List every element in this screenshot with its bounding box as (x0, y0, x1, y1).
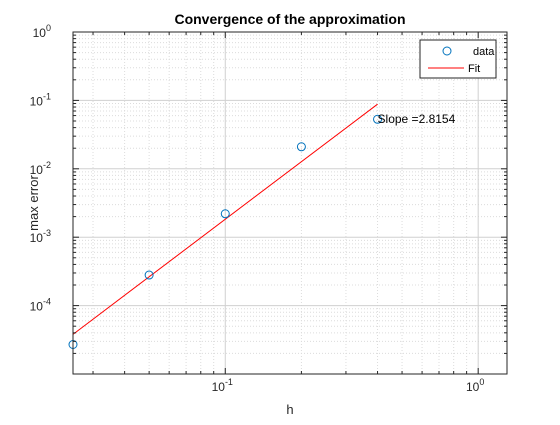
data-point (373, 114, 383, 124)
slope-annotation: Slope =2.8154 (378, 112, 456, 126)
axis-ticks (73, 31, 507, 374)
y-tick-label: 10-2 (30, 160, 51, 177)
fit-line (72, 103, 378, 335)
y-axis-label: max error (26, 175, 41, 231)
x-tick-label: 10-1 (212, 377, 233, 394)
legend-data-marker (442, 46, 452, 56)
minor-grid (73, 32, 507, 374)
data-point (144, 270, 154, 280)
legend-fit-label: Fit (468, 63, 480, 75)
legend: data Fit (419, 39, 497, 79)
data-layer (68, 114, 383, 349)
data-point (296, 142, 306, 152)
y-tick-label: 10-4 (30, 297, 51, 314)
legend-box (419, 39, 497, 79)
plot-frame (72, 31, 508, 375)
y-tick-label: 10-1 (30, 91, 51, 108)
plot-area (73, 32, 507, 374)
x-tick-label: 100 (466, 377, 484, 394)
chart-title: Convergence of the approximation (174, 11, 405, 27)
fit-layer (72, 103, 378, 335)
data-point (220, 209, 230, 219)
x-axis-label: h (286, 402, 293, 417)
y-tick-label: 100 (33, 23, 51, 40)
legend-data-label: data (473, 46, 495, 58)
